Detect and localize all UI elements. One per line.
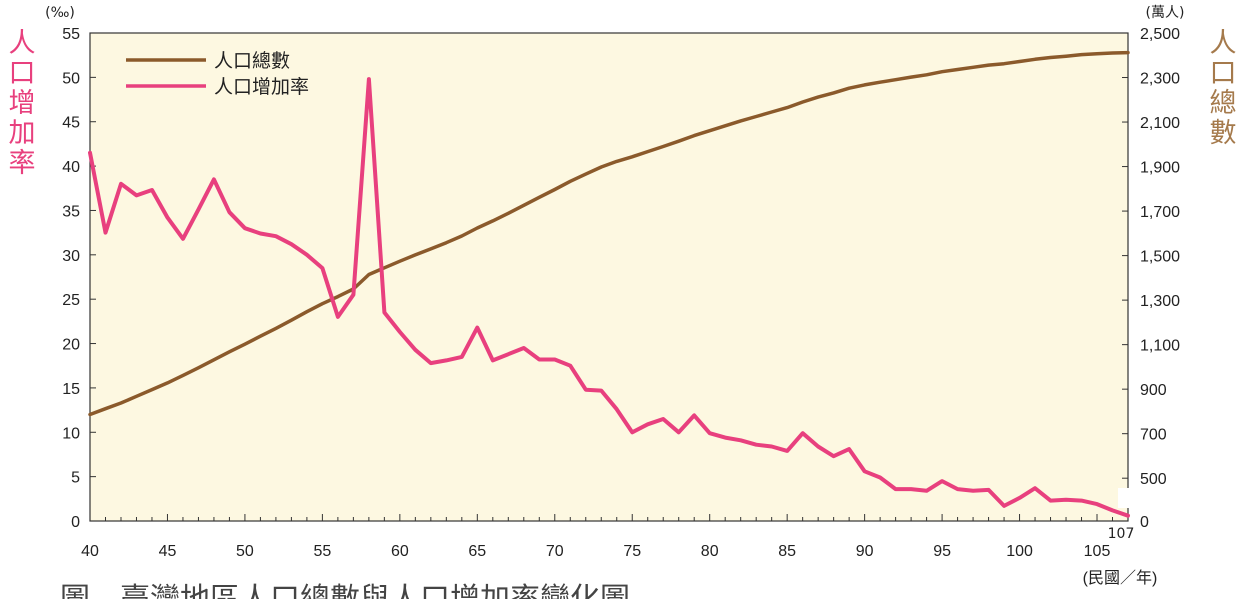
left-tick-label: 50 bbox=[62, 70, 80, 87]
x-end-label: 107 bbox=[1108, 526, 1135, 542]
right-tick-label: 1,900 bbox=[1140, 160, 1180, 177]
right-tick-label: 900 bbox=[1140, 382, 1167, 399]
series-line-rate bbox=[88, 77, 1130, 518]
x-tick-label: 90 bbox=[856, 543, 874, 560]
right-tick-label: 2,500 bbox=[1140, 26, 1180, 43]
x-axis: 40 45 50 55 60 65 70 75 80 85 90 95 100 105 bbox=[81, 514, 1129, 560]
left-tick-label: 40 bbox=[62, 159, 80, 176]
x-tick-label: 80 bbox=[701, 543, 719, 560]
left-tick-label: 10 bbox=[62, 425, 80, 442]
axis-title-char: 數 bbox=[1210, 118, 1237, 149]
x-tick-label: 50 bbox=[236, 543, 254, 560]
x-tick-label: 70 bbox=[546, 543, 564, 560]
left-tick-label: 0 bbox=[71, 514, 80, 531]
right-axis-title: 人口總數 bbox=[1210, 28, 1237, 149]
axis-title-char: 增 bbox=[9, 88, 36, 119]
axis-title-char: 口 bbox=[9, 58, 36, 89]
axis-break-mask bbox=[1118, 488, 1138, 508]
x-tick-label: 95 bbox=[933, 543, 951, 560]
x-tick-label: 65 bbox=[468, 543, 486, 560]
legend: 人口總數 人口增加率 bbox=[126, 50, 309, 98]
x-tick-label: 75 bbox=[623, 543, 641, 560]
axis-title-char: 人 bbox=[1210, 28, 1237, 59]
plot-area bbox=[89, 32, 1129, 522]
left-tick-label: 15 bbox=[62, 381, 80, 398]
x-tick-label: 100 bbox=[1006, 543, 1033, 560]
right-tick-label: 1,700 bbox=[1140, 204, 1180, 221]
legend-label-total: 人口總數 bbox=[214, 50, 290, 72]
axis-title-char: 總 bbox=[1210, 88, 1237, 119]
left-axis: 0 5 10 15 20 25 30 35 40 45 50 55 bbox=[62, 26, 96, 531]
x-tick-label: 105 bbox=[1084, 543, 1111, 560]
right-tick-label: 0 bbox=[1140, 514, 1149, 531]
left-axis-title: 人口增加率 bbox=[9, 28, 36, 179]
right-tick-label: 1,100 bbox=[1140, 338, 1180, 355]
x-tick-label: 60 bbox=[391, 543, 409, 560]
series-layer bbox=[88, 50, 1130, 518]
left-tick-label: 35 bbox=[62, 203, 80, 220]
axis-title-char: 加 bbox=[9, 118, 36, 149]
left-tick-label: 25 bbox=[62, 292, 80, 309]
x-tick-label: 45 bbox=[159, 543, 177, 560]
right-axis-unit: (萬人) bbox=[1146, 5, 1185, 21]
left-tick-label: 5 bbox=[71, 470, 80, 487]
x-tick-label: 40 bbox=[81, 543, 99, 560]
x-tick-label: 85 bbox=[778, 543, 796, 560]
right-tick-label: 700 bbox=[1140, 427, 1167, 444]
cut-off-caption: 圖 臺灣地區人口總數與人口增加率變化圖 bbox=[60, 582, 630, 599]
left-tick-label: 45 bbox=[62, 115, 80, 132]
left-tick-label: 30 bbox=[62, 248, 80, 265]
right-tick-label: 1,300 bbox=[1140, 293, 1180, 310]
axis-title-char: 人 bbox=[9, 28, 36, 59]
x-tick-label: 55 bbox=[313, 543, 331, 560]
right-tick-label: 2,300 bbox=[1140, 71, 1180, 88]
left-tick-label: 20 bbox=[62, 337, 80, 354]
axis-title-char: 口 bbox=[1210, 58, 1237, 89]
left-axis-unit: (‰) bbox=[45, 5, 75, 21]
series-line-total bbox=[88, 50, 1130, 417]
axis-title-char: 率 bbox=[9, 148, 36, 179]
right-tick-label: 500 bbox=[1140, 471, 1167, 488]
right-tick-label: 1,500 bbox=[1140, 249, 1180, 266]
x-axis-title: (民國／年) bbox=[1083, 569, 1158, 587]
left-tick-label: 55 bbox=[62, 26, 80, 43]
legend-label-rate: 人口增加率 bbox=[214, 76, 309, 98]
right-tick-label: 2,100 bbox=[1140, 115, 1180, 132]
right-axis: 0 500 700 900 1,100 1,300 1,500 1,700 1,900 2,100… bbox=[1122, 26, 1180, 531]
